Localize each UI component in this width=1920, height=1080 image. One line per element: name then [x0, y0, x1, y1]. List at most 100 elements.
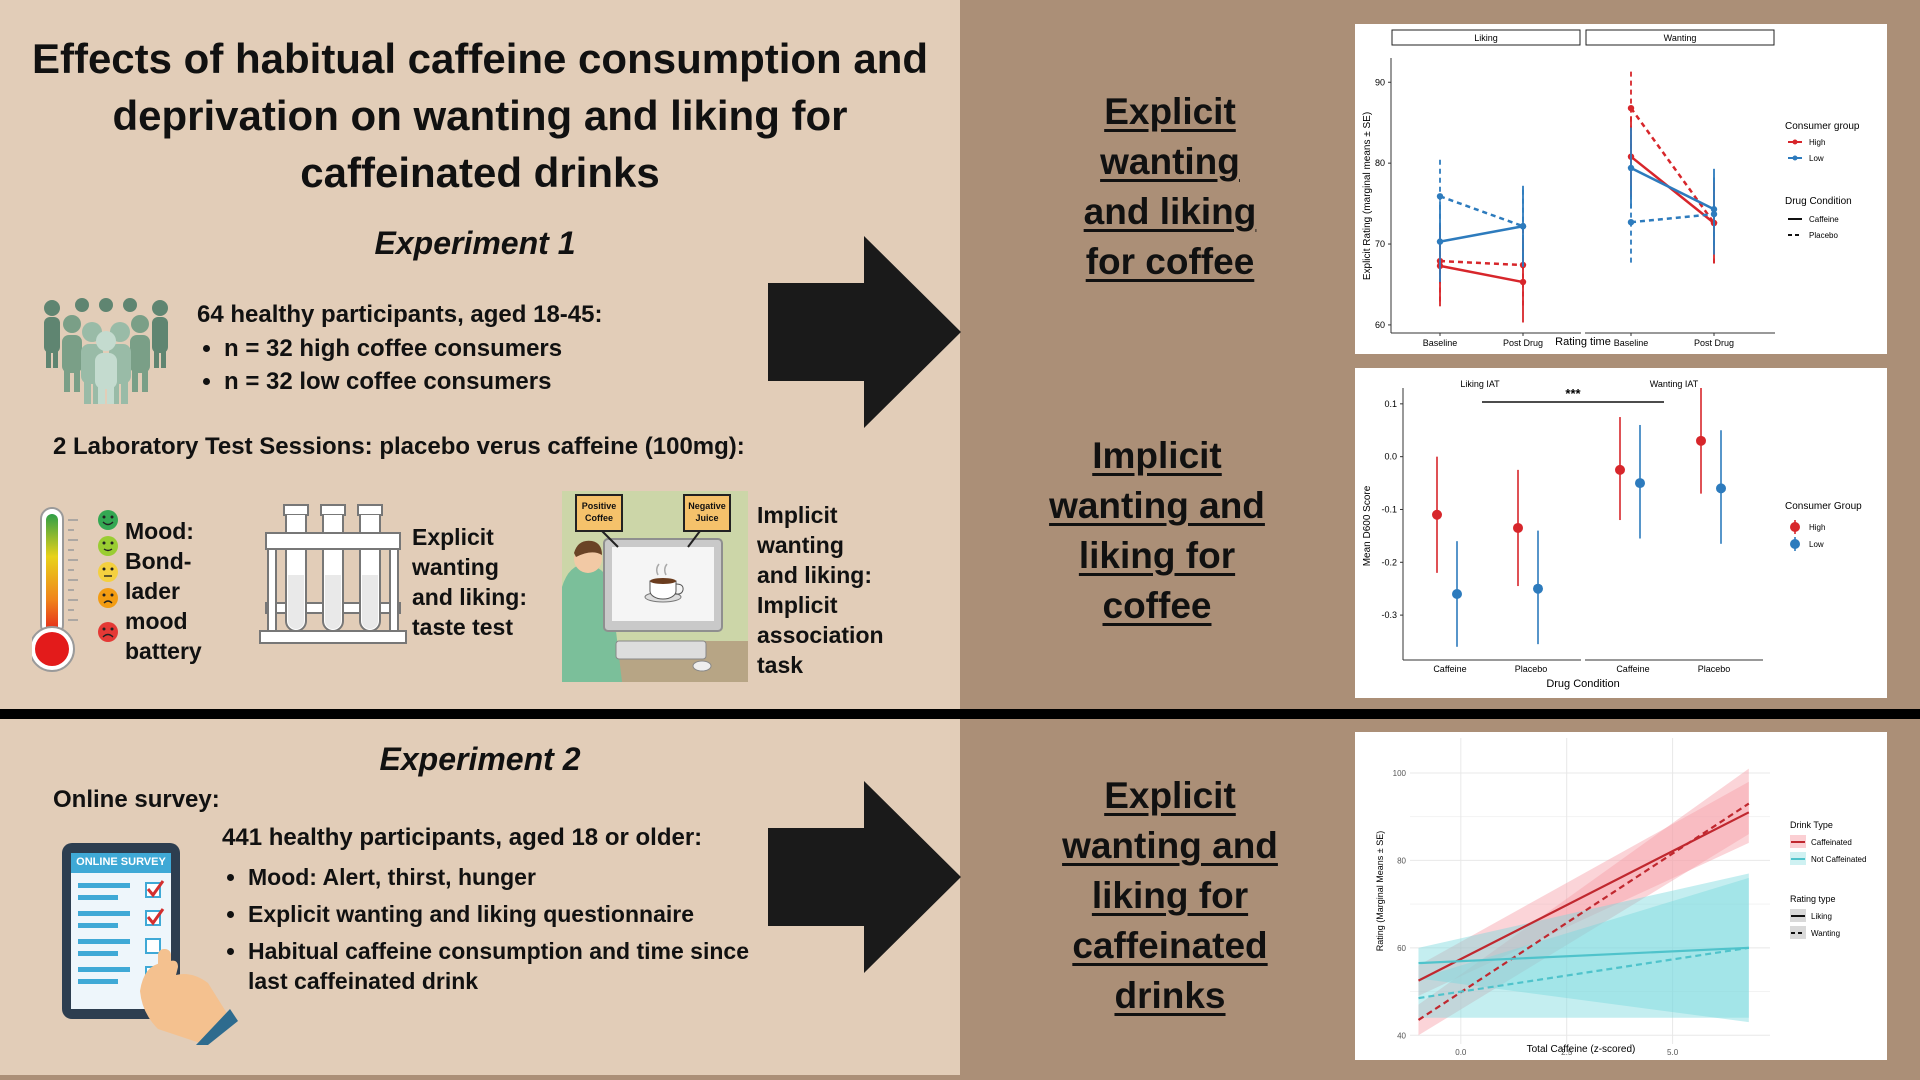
text-line: wanting and [1062, 825, 1278, 866]
text-line: wanting [412, 554, 499, 580]
list-item: n = 32 high coffee consumers [224, 332, 562, 365]
legend-swatch-point [1790, 522, 1800, 532]
result-heading-implicit-coffee: Implicit wanting and liking for coffee [1022, 431, 1292, 631]
exp1-sessions: 2 Laboratory Test Sessions: placebo veru… [53, 433, 745, 460]
data-point [1452, 588, 1462, 599]
x-tick-label: Caffeine [1433, 664, 1466, 674]
significance-annotation: *** [1565, 386, 1581, 401]
legend-entry: High [1809, 138, 1825, 147]
y-tick-label: -0.1 [1381, 504, 1397, 514]
data-point [1627, 218, 1635, 226]
y-tick-label: 70 [1375, 239, 1385, 249]
text-line: Implicit [1092, 435, 1222, 476]
series-line [1418, 946, 1749, 1000]
y-tick-label: 60 [1397, 944, 1406, 953]
text-line: battery [125, 638, 202, 664]
legend-swatch-point [1792, 139, 1798, 145]
series-line [1417, 811, 1750, 982]
legend-entry: Low [1809, 154, 1824, 163]
series-line [1439, 259, 1524, 267]
confidence-band [1418, 877, 1749, 1018]
exp2-participants: 441 healthy participants, aged 18 or old… [222, 824, 703, 851]
legend-entry: Caffeine [1809, 215, 1839, 224]
online-survey-tablet: ONLINE SURVEY [60, 843, 238, 1045]
online-survey-label: Online survey: [53, 786, 220, 813]
list-item: Habitual caffeine consumption and time s… [248, 936, 788, 996]
y-axis-label: Mean D600 Score [1362, 485, 1373, 566]
x-tick-label: Baseline [1614, 338, 1649, 348]
confidence-band [1418, 768, 1749, 1036]
text-line: mood [125, 608, 188, 634]
chart-explicit-ratings: Liking Baseline Post Drug Wanting Baseline Po… [1355, 24, 1887, 354]
text-line: wanting [757, 532, 844, 558]
y-tick-label: 40 [1397, 1031, 1406, 1040]
text-line: and liking: [757, 562, 872, 588]
data-point [1627, 104, 1635, 112]
iat-negative-label: Negative Juice [688, 501, 726, 523]
text-line: Bond- [125, 548, 192, 574]
data-point [1513, 522, 1523, 533]
text-line: Implicit [757, 502, 838, 528]
data-point [1696, 435, 1706, 446]
exp2-measure-list: Mood: Alert, thirst, hunger Explicit wan… [222, 862, 788, 1003]
facet-strip [1391, 29, 1581, 46]
legend-entry: Wanting [1811, 929, 1840, 938]
section-divider [0, 709, 1920, 719]
y-axis-label: Explicit Rating (marginal means ± SE) [1362, 112, 1373, 280]
y-tick-label: 60 [1375, 320, 1385, 330]
iat-positive-label: Positive Coffee [581, 501, 617, 523]
x-tick-label: Placebo [1698, 664, 1731, 674]
legend-entry: Low [1809, 540, 1824, 549]
facet-label: Wanting [1664, 33, 1697, 43]
text-line: caffeinated [1072, 925, 1268, 966]
legend-title: Drug Condition [1785, 196, 1852, 207]
text-line: liking for [1078, 535, 1236, 576]
x-tick-label: Caffeine [1616, 664, 1649, 674]
test-tube-rack-icon [259, 504, 407, 644]
list-item: Mood: Alert, thirst, hunger [248, 862, 788, 892]
x-tick-label: Baseline [1423, 338, 1458, 348]
series-line [1439, 225, 1524, 243]
text-line: lader [125, 578, 180, 604]
x-tick-label: 0.0 [1455, 1048, 1467, 1057]
legend-title: Drink Type [1790, 820, 1833, 830]
data-point [1519, 223, 1527, 230]
data-point [1615, 464, 1625, 475]
x-axis-label: Rating time [1555, 336, 1611, 348]
facet-strip [1585, 29, 1775, 46]
data-point [1436, 193, 1444, 200]
text-line: drinks [1114, 975, 1226, 1016]
plot-background [1410, 738, 1770, 1044]
y-tick-label: 0.1 [1384, 399, 1397, 409]
bottom-strip [0, 1075, 1920, 1080]
y-tick-label: 80 [1375, 158, 1385, 168]
data-point [1533, 583, 1543, 594]
survey-header: ONLINE SURVEY [76, 856, 166, 868]
series-line [1417, 802, 1750, 1021]
text-line: and liking: [412, 584, 527, 610]
confidence-band [1418, 781, 1749, 996]
text-line: Explicit [1104, 775, 1236, 816]
y-tick-label: 90 [1375, 77, 1385, 87]
text-line: wanting and [1049, 485, 1265, 526]
text-line: task [757, 652, 804, 678]
experiment2-heading: Experiment 2 [379, 741, 581, 777]
series-line [1630, 212, 1715, 224]
facet-label: Liking IAT [1460, 379, 1500, 389]
page-title: Effects of habitual caffeine consumption… [31, 35, 929, 196]
text-line: Mood: [125, 518, 194, 544]
chart3-canvas: 40 60 80 100 0.0 2.5 5.0 Total Caffeine (z-scor… [1375, 738, 1866, 1057]
legend-swatch-point [1790, 539, 1800, 549]
legend-title: Consumer Group [1785, 501, 1862, 512]
series-line [1439, 264, 1524, 284]
tablet-checklist-icon [62, 843, 238, 1045]
arrow-right-icon [768, 236, 961, 428]
y-tick-label: 80 [1397, 856, 1406, 865]
data-point [1436, 238, 1444, 245]
legend-entry: High [1809, 523, 1825, 532]
text-line: wanting [1100, 141, 1240, 182]
facet-label: Liking [1474, 33, 1498, 43]
result-heading-explicit-coffee: Explicit wanting and liking for coffee [1040, 87, 1300, 287]
x-axis-label: Drug Condition [1546, 678, 1619, 690]
explicit-measure-text: Explicit wanting and liking: taste test [412, 522, 527, 642]
